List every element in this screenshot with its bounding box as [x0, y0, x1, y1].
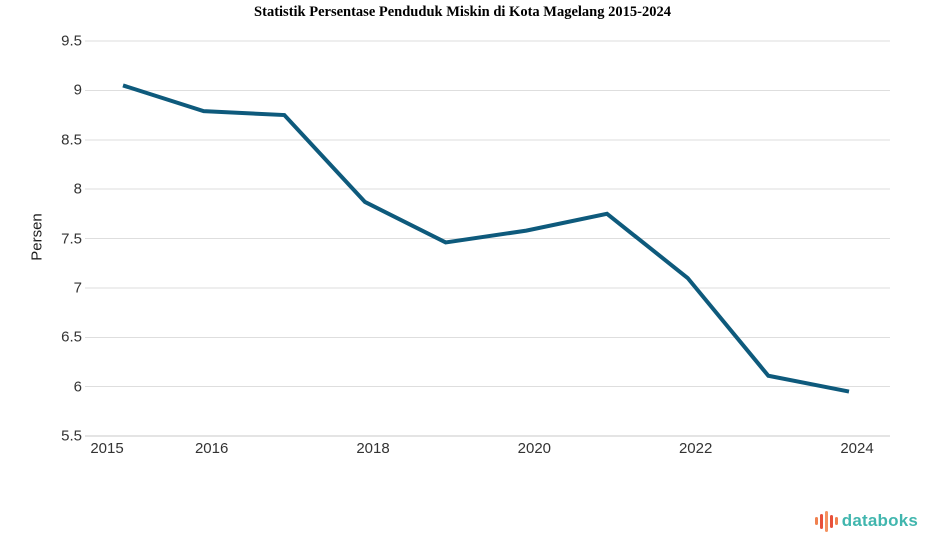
y-tick-label: 5.5	[61, 427, 82, 445]
logo-bar	[819, 513, 823, 529]
databoks-bars-icon	[814, 509, 838, 533]
x-tick-label: 2016	[194, 440, 229, 457]
y-tick-label: 8.5	[61, 131, 82, 149]
logo-bar	[814, 517, 818, 525]
y-tick-label: 6.5	[61, 328, 82, 346]
y-tick-label: 9	[73, 81, 82, 99]
x-tick-label: 2015	[90, 440, 124, 457]
logo-bar	[829, 514, 833, 528]
y-tick-label: 6	[73, 378, 82, 396]
databoks-logo: databoks	[814, 509, 918, 533]
x-tick-label: 2024	[840, 440, 874, 457]
chart-title: Statistik Persentase Penduduk Miskin di …	[254, 4, 671, 20]
y-tick-label: 9.5	[61, 32, 82, 50]
y-tick-label: 8	[73, 180, 82, 198]
data-line	[122, 83, 850, 394]
logo-bar	[834, 517, 838, 525]
x-tick-label: 2018	[356, 440, 390, 457]
logo-bar	[824, 510, 828, 532]
x-tick-label: 2022	[678, 440, 713, 457]
databoks-wordmark: databoks	[841, 511, 918, 530]
x-tick-label: 2020	[517, 440, 552, 457]
y-tick-label: 7	[73, 279, 82, 297]
y-tick-label: 7.5	[61, 230, 82, 247]
